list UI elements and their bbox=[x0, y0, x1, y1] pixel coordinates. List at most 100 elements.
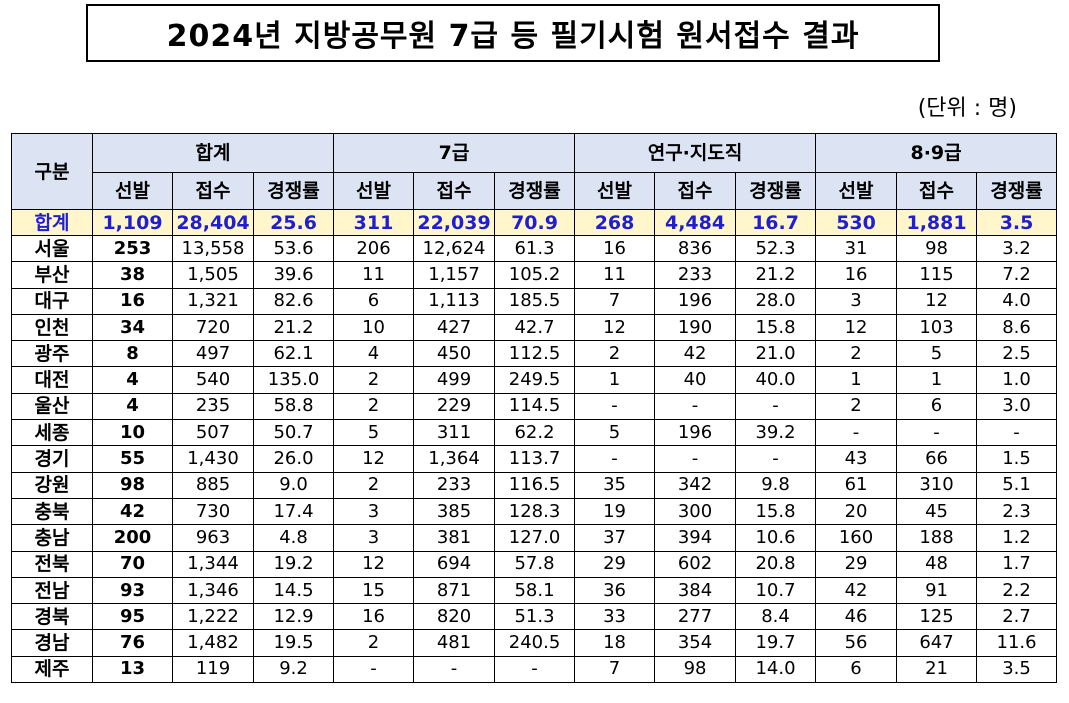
value-cell: 2.2 bbox=[976, 576, 1058, 605]
value-cell: 2 bbox=[574, 340, 656, 368]
value-cell: 12 bbox=[333, 550, 415, 578]
value-cell: 196 bbox=[654, 287, 737, 315]
value-cell: 98 bbox=[654, 655, 737, 684]
value-cell: 1,482 bbox=[172, 629, 254, 657]
region-cell: 경북 bbox=[11, 603, 93, 631]
value-cell: 497 bbox=[172, 340, 254, 368]
value-cell: 310 bbox=[896, 471, 978, 499]
value-cell: 28,404 bbox=[172, 209, 254, 236]
value-cell: 3 bbox=[333, 524, 415, 552]
results-table: 구분 합계 7급 연구·지도직 8·9급 선발 접수 경쟁률 선발 접수 경쟁률… bbox=[11, 133, 1058, 684]
value-cell: 188 bbox=[896, 524, 978, 552]
value-cell: 1,430 bbox=[172, 445, 254, 473]
value-cell: 6 bbox=[896, 392, 978, 421]
value-cell: - bbox=[735, 392, 817, 421]
value-cell: 249.5 bbox=[494, 366, 576, 394]
value-cell: 277 bbox=[654, 603, 737, 631]
value-cell: 21.2 bbox=[252, 313, 335, 342]
value-cell: 31 bbox=[815, 234, 898, 263]
value-cell: 1 bbox=[815, 366, 898, 394]
value-cell: 185.5 bbox=[494, 287, 576, 315]
value-cell: 720 bbox=[172, 313, 254, 342]
value-cell: - bbox=[494, 655, 576, 684]
value-cell: 52.3 bbox=[735, 234, 817, 263]
value-cell: 200 bbox=[92, 524, 173, 552]
value-cell: 43 bbox=[815, 445, 898, 473]
subheader-selected: 선발 bbox=[574, 172, 656, 210]
value-cell: 2.5 bbox=[976, 340, 1058, 368]
subheader-ratio: 경쟁률 bbox=[735, 172, 817, 210]
table-row: 충남 200 963 4.8 3 381 127.0 37 394 10.6 160 188 1.2 bbox=[11, 524, 1058, 552]
value-cell: 95 bbox=[92, 603, 173, 631]
region-cell: 인천 bbox=[11, 313, 93, 342]
value-cell: 450 bbox=[413, 340, 496, 368]
value-cell: 311 bbox=[333, 209, 415, 236]
value-cell: 61.3 bbox=[494, 234, 576, 263]
value-cell: 16 bbox=[333, 603, 415, 631]
value-cell: 125 bbox=[896, 603, 978, 631]
subheader-applied: 접수 bbox=[172, 172, 254, 210]
value-cell: 15.8 bbox=[735, 313, 817, 342]
value-cell: 29 bbox=[574, 550, 656, 578]
value-cell: 1,344 bbox=[172, 550, 254, 578]
value-cell: 21 bbox=[896, 655, 978, 684]
value-cell: 12 bbox=[574, 313, 656, 342]
value-cell: 2 bbox=[815, 392, 898, 421]
value-cell: 1.5 bbox=[976, 445, 1058, 473]
value-cell: 115 bbox=[896, 261, 978, 289]
value-cell: 26.0 bbox=[252, 445, 335, 473]
value-cell: 4.8 bbox=[252, 524, 335, 552]
value-cell: 253 bbox=[92, 234, 173, 263]
subheader-selected: 선발 bbox=[333, 172, 415, 210]
value-cell: 4,484 bbox=[654, 209, 737, 236]
value-cell: 3.0 bbox=[976, 392, 1058, 421]
value-cell: 19.2 bbox=[252, 550, 335, 578]
value-cell: 235 bbox=[172, 392, 254, 421]
subheader-selected: 선발 bbox=[815, 172, 898, 210]
region-cell: 부산 bbox=[11, 261, 93, 289]
value-cell: 51.3 bbox=[494, 603, 576, 631]
value-cell: 5 bbox=[333, 419, 415, 447]
value-cell: 18 bbox=[574, 629, 656, 657]
value-cell: 9.2 bbox=[252, 655, 335, 684]
value-cell: - bbox=[413, 655, 496, 684]
value-cell: 9.0 bbox=[252, 471, 335, 499]
region-cell: 합계 bbox=[11, 209, 93, 236]
value-cell: 507 bbox=[172, 419, 254, 447]
header-group-grade7: 7급 bbox=[333, 133, 576, 173]
value-cell: 113.7 bbox=[494, 445, 576, 473]
value-cell: 20 bbox=[815, 497, 898, 526]
value-cell: 98 bbox=[896, 234, 978, 263]
value-cell: 1.2 bbox=[976, 524, 1058, 552]
value-cell: 11 bbox=[574, 261, 656, 289]
subheader-applied: 접수 bbox=[413, 172, 496, 210]
value-cell: 11 bbox=[333, 261, 415, 289]
value-cell: 39.6 bbox=[252, 261, 335, 289]
value-cell: 4 bbox=[333, 340, 415, 368]
value-cell: 7 bbox=[574, 287, 656, 315]
value-cell: 311 bbox=[413, 419, 496, 447]
value-cell: 40 bbox=[654, 366, 737, 394]
value-cell: 196 bbox=[654, 419, 737, 447]
header-category: 구분 bbox=[11, 133, 93, 210]
value-cell: 62.2 bbox=[494, 419, 576, 447]
value-cell: 1,364 bbox=[413, 445, 496, 473]
value-cell: 12,624 bbox=[413, 234, 496, 263]
value-cell: 381 bbox=[413, 524, 496, 552]
value-cell: - bbox=[654, 392, 737, 421]
region-cell: 경남 bbox=[11, 629, 93, 657]
value-cell: 66 bbox=[896, 445, 978, 473]
subheader-applied: 접수 bbox=[654, 172, 737, 210]
value-cell: - bbox=[815, 419, 898, 447]
header-group-grade89: 8·9급 bbox=[815, 133, 1058, 173]
value-cell: 13,558 bbox=[172, 234, 254, 263]
value-cell: 820 bbox=[413, 603, 496, 631]
total-row: 합계 1,109 28,404 25.6 311 22,039 70.9 268 4,484 16… bbox=[11, 209, 1058, 236]
table-body: 합계 1,109 28,404 25.6 311 22,039 70.9 268 4,484 16… bbox=[11, 209, 1058, 684]
subheader-ratio: 경쟁률 bbox=[494, 172, 576, 210]
value-cell: 112.5 bbox=[494, 340, 576, 368]
value-cell: 76 bbox=[92, 629, 173, 657]
value-cell: 647 bbox=[896, 629, 978, 657]
table-row: 인천 34 720 21.2 10 427 42.7 12 190 15.8 12 103 8.6 bbox=[11, 313, 1058, 342]
value-cell: 53.6 bbox=[252, 234, 335, 263]
